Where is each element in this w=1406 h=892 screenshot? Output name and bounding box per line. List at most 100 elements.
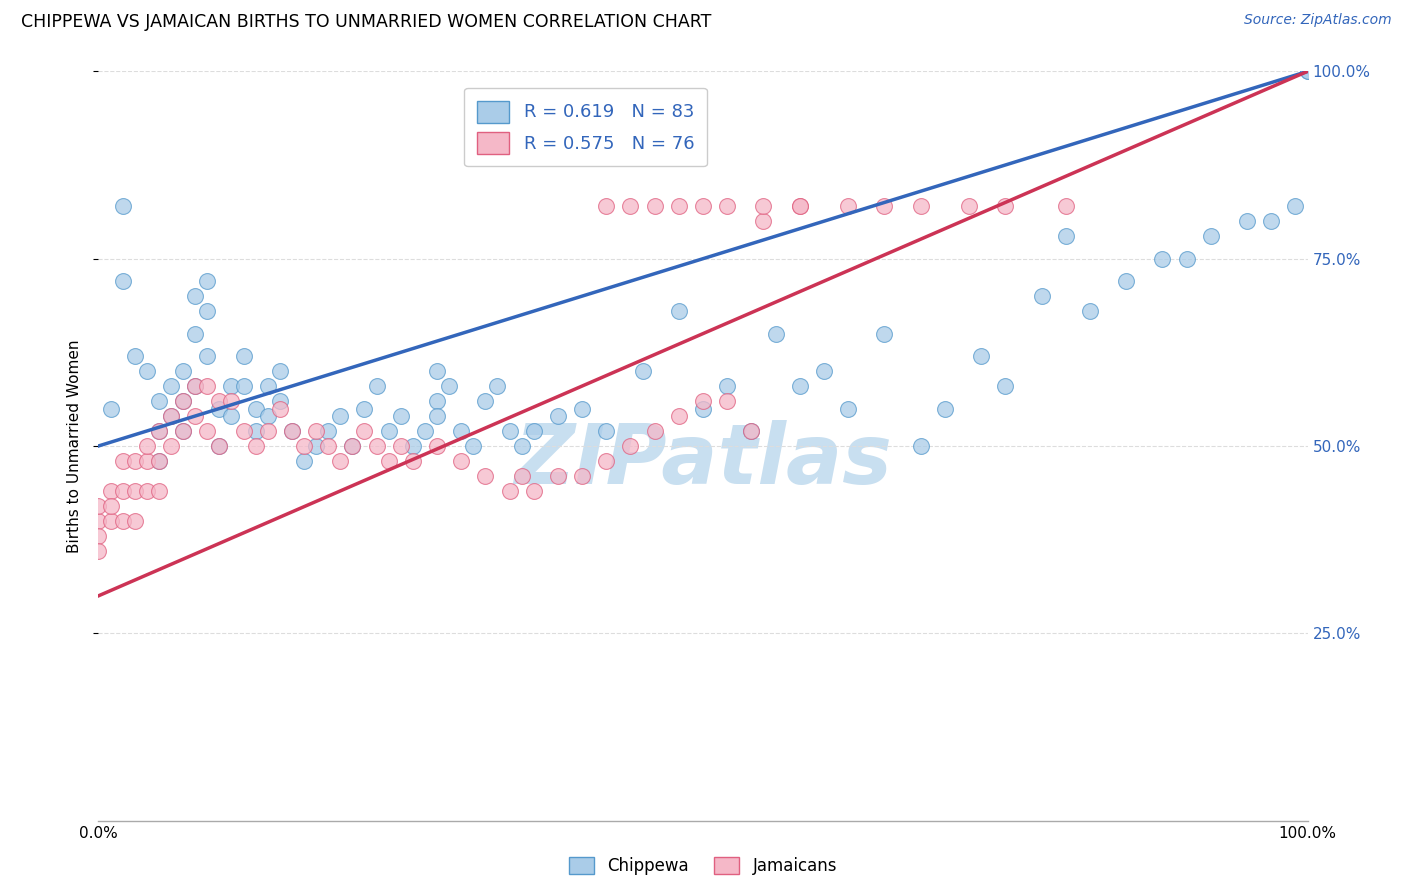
Point [135, 439, 157, 453]
Point [87, 499, 110, 513]
Point [245, 424, 267, 438]
Point [523, 424, 546, 438]
Point [316, 424, 339, 438]
Point [148, 424, 170, 438]
Point [1115, 274, 1137, 288]
Point [208, 401, 231, 416]
Point [256, 424, 278, 438]
Point [184, 409, 207, 423]
Point [413, 424, 436, 438]
Point [957, 199, 980, 213]
Point [366, 439, 388, 453]
Point [402, 439, 425, 453]
Point [1236, 214, 1258, 228]
Point [208, 394, 231, 409]
Point [644, 424, 666, 438]
Point [208, 439, 231, 453]
Point [595, 454, 617, 468]
Point [195, 304, 218, 318]
Point [716, 379, 738, 393]
Point [1199, 229, 1222, 244]
Point [135, 454, 157, 468]
Point [195, 274, 218, 288]
Point [631, 364, 654, 378]
Point [523, 483, 546, 498]
Point [692, 199, 714, 213]
Legend: R = 0.619   N = 83, R = 0.575   N = 76: R = 0.619 N = 83, R = 0.575 N = 76 [464, 88, 707, 166]
Point [292, 439, 315, 453]
Point [245, 439, 267, 453]
Point [740, 424, 762, 438]
Point [172, 394, 194, 409]
Point [256, 409, 278, 423]
Point [87, 514, 110, 528]
Point [692, 394, 714, 409]
Point [716, 199, 738, 213]
Point [474, 469, 496, 483]
Point [100, 514, 122, 528]
Point [124, 483, 146, 498]
Point [100, 499, 122, 513]
Point [135, 364, 157, 378]
Point [486, 379, 509, 393]
Point [292, 454, 315, 468]
Point [184, 326, 207, 341]
Point [245, 401, 267, 416]
Point [221, 394, 243, 409]
Point [740, 424, 762, 438]
Point [450, 454, 472, 468]
Point [716, 394, 738, 409]
Point [172, 424, 194, 438]
Point [100, 401, 122, 416]
Point [463, 439, 485, 453]
Point [221, 379, 243, 393]
Point [426, 439, 449, 453]
Point [342, 439, 364, 453]
Point [547, 469, 569, 483]
Point [1175, 252, 1198, 266]
Point [329, 409, 352, 423]
Point [1054, 229, 1077, 244]
Point [148, 454, 170, 468]
Point [366, 379, 388, 393]
Point [970, 349, 993, 363]
Point [281, 424, 304, 438]
Point [498, 483, 520, 498]
Point [1260, 214, 1282, 228]
Point [87, 544, 110, 558]
Text: ZIPatlas: ZIPatlas [515, 420, 891, 501]
Point [837, 199, 859, 213]
Text: Source: ZipAtlas.com: Source: ZipAtlas.com [1244, 13, 1392, 28]
Point [316, 439, 339, 453]
Point [1031, 289, 1053, 303]
Point [437, 379, 460, 393]
Point [305, 439, 328, 453]
Point [172, 394, 194, 409]
Point [813, 364, 835, 378]
Point [124, 454, 146, 468]
Point [873, 326, 896, 341]
Point [789, 199, 811, 213]
Point [111, 514, 134, 528]
Point [389, 439, 412, 453]
Point [402, 454, 425, 468]
Point [547, 409, 569, 423]
Point [148, 454, 170, 468]
Point [281, 424, 304, 438]
Point [160, 409, 183, 423]
Point [269, 401, 291, 416]
Point [208, 439, 231, 453]
Point [221, 409, 243, 423]
Point [1296, 64, 1319, 78]
Point [644, 199, 666, 213]
Point [994, 199, 1017, 213]
Point [426, 394, 449, 409]
Point [510, 439, 533, 453]
Point [595, 199, 617, 213]
Y-axis label: Births to Unmarried Women: Births to Unmarried Women [67, 339, 83, 553]
Point [87, 529, 110, 543]
Point [994, 379, 1017, 393]
Point [789, 199, 811, 213]
Point [256, 379, 278, 393]
Point [1152, 252, 1174, 266]
